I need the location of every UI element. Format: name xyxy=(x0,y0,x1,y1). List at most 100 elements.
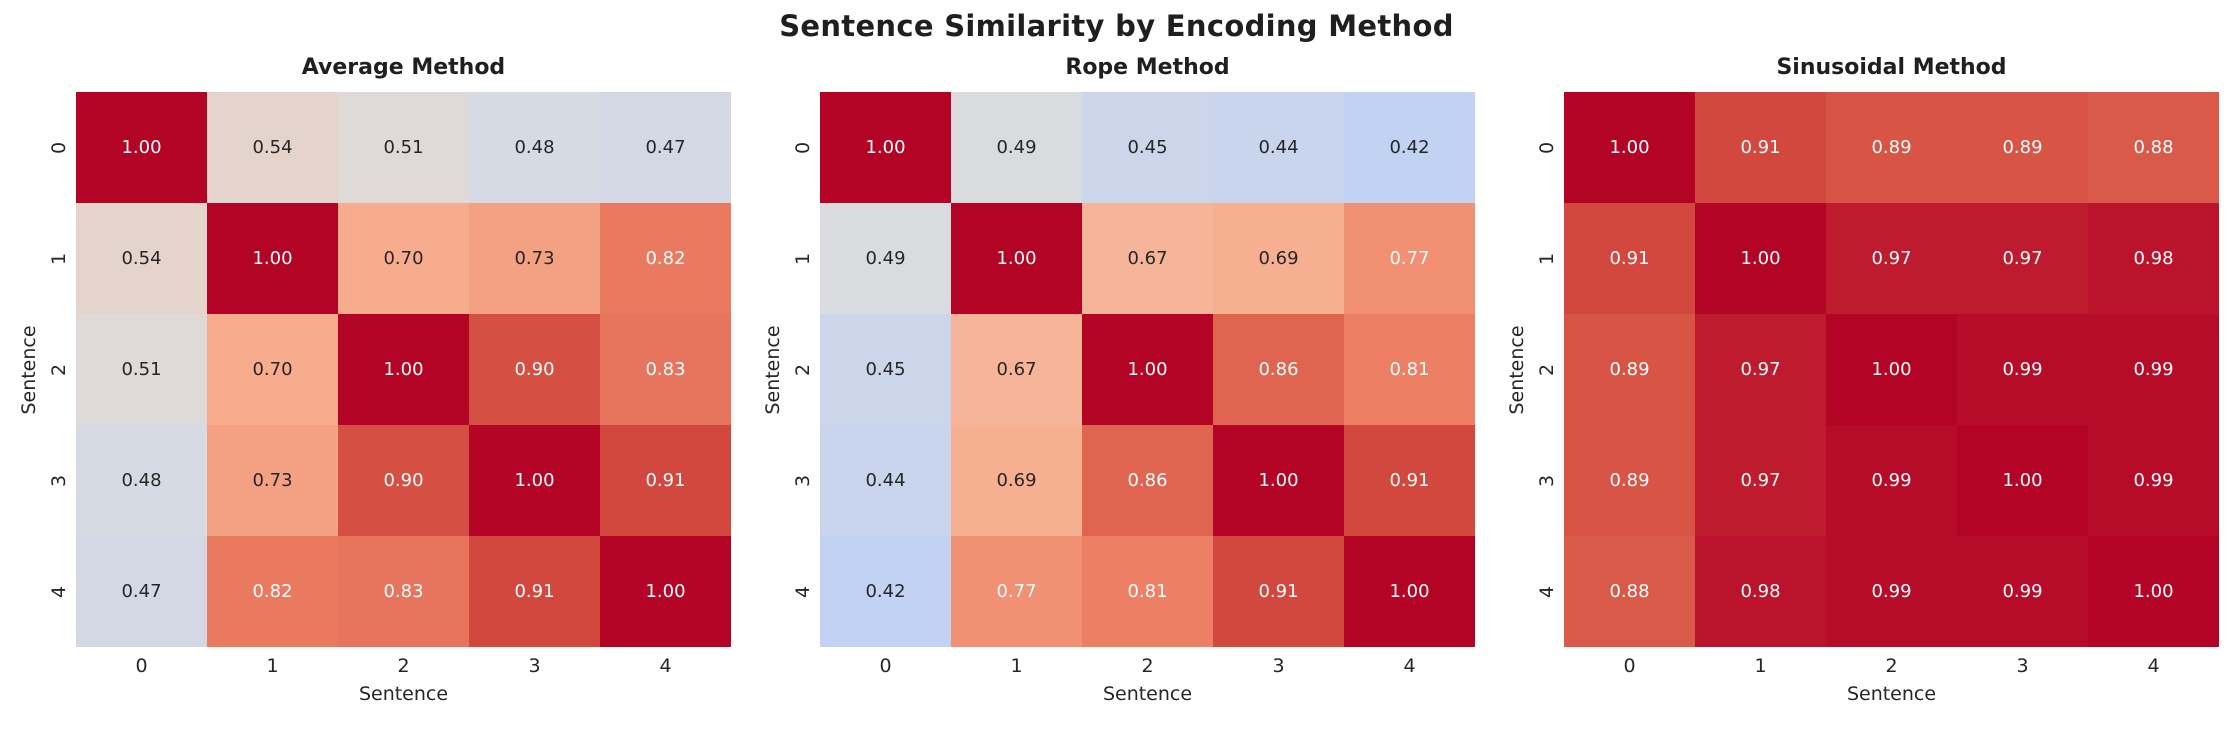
x-tick-label: 4 xyxy=(2147,655,2160,677)
heatmap-cell: 0.47 xyxy=(600,92,731,203)
heatmap-cell: 0.91 xyxy=(1213,536,1344,647)
y-axis-label: Sentence xyxy=(760,92,786,647)
heatmap-cell: 0.82 xyxy=(207,536,338,647)
y-axis-label: Sentence xyxy=(1504,92,1530,647)
x-axis-area: 0 1 2 3 4 Sentence xyxy=(820,647,1475,705)
heatmap-cell: 0.90 xyxy=(338,425,469,536)
y-tick-label: 1 xyxy=(1536,252,1558,265)
heatmap-cell: 0.91 xyxy=(1344,425,1475,536)
heatmap-grid-average: 1.00 0.54 0.51 0.48 0.47 0.54 1.00 0.70 0.73 0.82… xyxy=(76,92,731,647)
heatmap-cell: 0.99 xyxy=(2088,425,2219,536)
heatmap-cell: 0.98 xyxy=(1695,536,1826,647)
heatmap-cell: 0.99 xyxy=(1826,536,1957,647)
heatmap-cell: 0.67 xyxy=(951,314,1082,425)
heatmap-cell: 0.69 xyxy=(1213,203,1344,314)
x-tick-label: 1 xyxy=(1754,655,1767,677)
heatmap-cell: 0.69 xyxy=(951,425,1082,536)
y-tick-label: 0 xyxy=(48,141,70,154)
heatmap-cell: 0.88 xyxy=(2088,92,2219,203)
x-tick-label: 3 xyxy=(528,655,541,677)
heatmap-cell: 0.86 xyxy=(1213,314,1344,425)
heatmap-cell: 0.45 xyxy=(820,314,951,425)
heatmap-cell: 0.54 xyxy=(76,203,207,314)
heatmap-cell: 0.47 xyxy=(76,536,207,647)
heatmap-cell: 0.67 xyxy=(1082,203,1213,314)
heatmap-cell: 0.81 xyxy=(1344,314,1475,425)
heatmap-cell: 0.91 xyxy=(1695,92,1826,203)
heatmap-cell: 1.00 xyxy=(1695,203,1826,314)
y-tick-labels: 0 1 2 3 4 xyxy=(1530,92,1564,647)
heatmap-cell: 0.51 xyxy=(76,314,207,425)
y-tick-label: 1 xyxy=(792,252,814,265)
x-axis-area: 0 1 2 3 4 Sentence xyxy=(1564,647,2219,705)
x-tick-label: 2 xyxy=(397,655,410,677)
heatmap-cell: 0.73 xyxy=(469,203,600,314)
y-tick-label: 0 xyxy=(792,141,814,154)
x-tick-label: 0 xyxy=(879,655,892,677)
panel-title-sinusoidal: Sinusoidal Method xyxy=(1776,55,2007,80)
y-tick-label: 4 xyxy=(1536,585,1558,598)
x-tick-label: 2 xyxy=(1885,655,1898,677)
y-tick-label: 4 xyxy=(48,585,70,598)
heatmap-cell: 0.49 xyxy=(820,203,951,314)
heatmap-cell: 1.00 xyxy=(1826,314,1957,425)
heatmap-cell: 0.97 xyxy=(1957,203,2088,314)
y-tick-label: 3 xyxy=(1536,474,1558,487)
heatmap-cell: 0.99 xyxy=(1957,536,2088,647)
y-axis-label-text: Sentence xyxy=(1506,324,1528,415)
heatmap-grid-sinusoidal: 1.00 0.91 0.89 0.89 0.88 0.91 1.00 0.97 0.97 0.98… xyxy=(1564,92,2219,647)
heatmap-cell: 0.54 xyxy=(207,92,338,203)
x-tick-label: 4 xyxy=(659,655,672,677)
heatmap-cell: 1.00 xyxy=(951,203,1082,314)
x-tick-label: 4 xyxy=(1403,655,1416,677)
heatmap-cell: 0.91 xyxy=(600,425,731,536)
y-tick-label: 2 xyxy=(792,363,814,376)
heatmap-grid-rope: 1.00 0.49 0.45 0.44 0.42 0.49 1.00 0.67 0.69 0.77… xyxy=(820,92,1475,647)
heatmap-cell: 0.88 xyxy=(1564,536,1695,647)
y-tick-label: 3 xyxy=(792,474,814,487)
x-tick-label: 1 xyxy=(1010,655,1023,677)
heatmap-cell: 0.99 xyxy=(2088,314,2219,425)
y-tick-labels: 0 1 2 3 4 xyxy=(786,92,820,647)
heatmap-cell: 0.90 xyxy=(469,314,600,425)
heatmap-cell: 0.51 xyxy=(338,92,469,203)
heatmap-cell: 0.97 xyxy=(1695,314,1826,425)
heatmap-cell: 0.83 xyxy=(338,536,469,647)
x-axis-area: 0 1 2 3 4 Sentence xyxy=(76,647,731,705)
panel-title-average: Average Method xyxy=(301,55,506,80)
heatmap-cell: 0.48 xyxy=(469,92,600,203)
x-tick-labels: 0 1 2 3 4 xyxy=(820,647,1475,677)
figure-title: Sentence Similarity by Encoding Method xyxy=(779,9,1454,43)
heatmap-cell: 0.82 xyxy=(600,203,731,314)
heatmap-cell: 0.99 xyxy=(1957,314,2088,425)
heatmap-cell: 0.49 xyxy=(951,92,1082,203)
y-tick-label: 0 xyxy=(1536,141,1558,154)
heatmap-cell: 1.00 xyxy=(1213,425,1344,536)
y-axis-label-text: Sentence xyxy=(18,324,40,415)
x-tick-label: 2 xyxy=(1141,655,1154,677)
heatmap-cell: 1.00 xyxy=(469,425,600,536)
heatmap-cell: 1.00 xyxy=(1344,536,1475,647)
y-axis-label: Sentence xyxy=(16,92,42,647)
x-tick-label: 0 xyxy=(135,655,148,677)
heatmap-cell: 1.00 xyxy=(820,92,951,203)
heatmap-cell: 1.00 xyxy=(1564,92,1695,203)
heatmap-cell: 0.99 xyxy=(1826,425,1957,536)
heatmap-cell: 1.00 xyxy=(338,314,469,425)
x-tick-label: 0 xyxy=(1623,655,1636,677)
heatmap-cell: 0.77 xyxy=(951,536,1082,647)
heatmap-cell: 0.77 xyxy=(1344,203,1475,314)
heatmap-cell: 0.89 xyxy=(1957,92,2088,203)
heatmap-cell: 0.83 xyxy=(600,314,731,425)
heatmap-cell: 0.70 xyxy=(338,203,469,314)
heatmap-cell: 0.98 xyxy=(2088,203,2219,314)
heatmap-cell: 1.00 xyxy=(600,536,731,647)
heatmap-cell: 0.91 xyxy=(1564,203,1695,314)
panel-title-rope: Rope Method xyxy=(1065,55,1230,80)
